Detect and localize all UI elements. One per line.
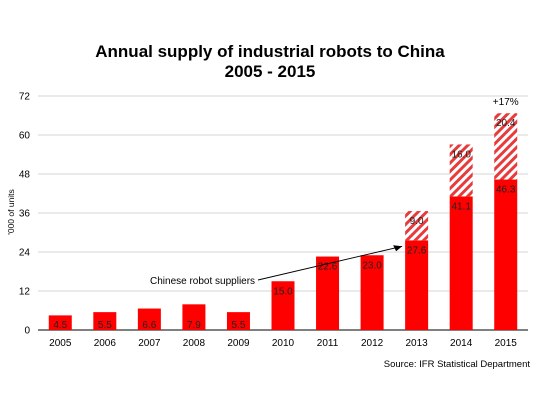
bar-chinese-suppliers [316, 256, 340, 330]
source-note: Source: IFR Statistical Department [383, 359, 530, 370]
y-tick-label: 60 [19, 131, 31, 142]
bar-chinese-suppliers [449, 196, 473, 330]
y-tick-label: 12 [19, 287, 31, 298]
x-tick-label: 2015 [495, 338, 518, 349]
bar-value-label: 5.5 [98, 320, 112, 331]
x-tick-label: 2007 [138, 338, 161, 349]
bar-hatched-segment [494, 113, 518, 180]
arrow-head [393, 245, 403, 252]
bar-chinese-suppliers [93, 312, 117, 330]
y-tick-label: 0 [24, 326, 30, 337]
x-tick-label: 2005 [49, 338, 72, 349]
chart-title: Annual supply of industrial robots to Ch… [95, 42, 445, 61]
bar-value-label: 9.0 [410, 216, 424, 227]
bar-chinese-suppliers [48, 315, 72, 330]
bar-hatched-segment [449, 144, 473, 197]
top-bar [0, 0, 540, 10]
bar-value-label: 15.0 [273, 286, 293, 297]
bar-value-label: 6.6 [142, 320, 156, 331]
y-axis-label: '000 of units [6, 189, 16, 235]
bar-chinese-suppliers [137, 308, 161, 330]
chart-subtitle: 2005 - 2015 [224, 62, 316, 81]
x-tick-label: 2009 [227, 338, 250, 349]
x-tick-label: 2014 [450, 338, 473, 349]
x-tick-label: 2011 [317, 338, 339, 349]
bar-value-label: 22.6 [318, 262, 338, 273]
x-tick-label: 2010 [272, 338, 295, 349]
bar-value-label: 46.3 [496, 185, 516, 196]
bar-chinese-suppliers [182, 304, 206, 330]
x-tick-label: 2008 [183, 338, 206, 349]
bar-value-label: 23.0 [362, 260, 382, 271]
x-tick-label: 2006 [94, 338, 117, 349]
y-tick-label: 48 [19, 170, 31, 181]
bar-value-label: 4.5 [53, 320, 67, 331]
bar-value-label: 20.4 [496, 118, 516, 129]
x-tick-label: 2012 [361, 338, 384, 349]
bar-value-label: 5.5 [232, 320, 246, 331]
bar-hatched-segment [405, 211, 429, 241]
bar-chinese-suppliers [360, 255, 384, 330]
bar-value-label: 27.6 [407, 245, 427, 256]
bar-chinese-suppliers [271, 281, 295, 330]
bar-chinese-suppliers [405, 240, 429, 330]
y-tick-label: 72 [19, 92, 31, 103]
bar-value-label: 7.9 [187, 320, 201, 331]
bar-chinese-suppliers [226, 312, 250, 330]
bar-value-label: 16.0 [451, 149, 471, 160]
annotation-growth: +17% [493, 97, 519, 108]
x-tick-label: 2013 [406, 338, 429, 349]
bar-chinese-suppliers [494, 179, 518, 330]
annotation-arrow [257, 245, 403, 281]
annotation-chinese-suppliers: Chinese robot suppliers [150, 276, 255, 287]
y-tick-label: 36 [19, 209, 31, 220]
bar-value-label: 41.1 [451, 201, 471, 212]
y-tick-label: 24 [19, 248, 31, 259]
